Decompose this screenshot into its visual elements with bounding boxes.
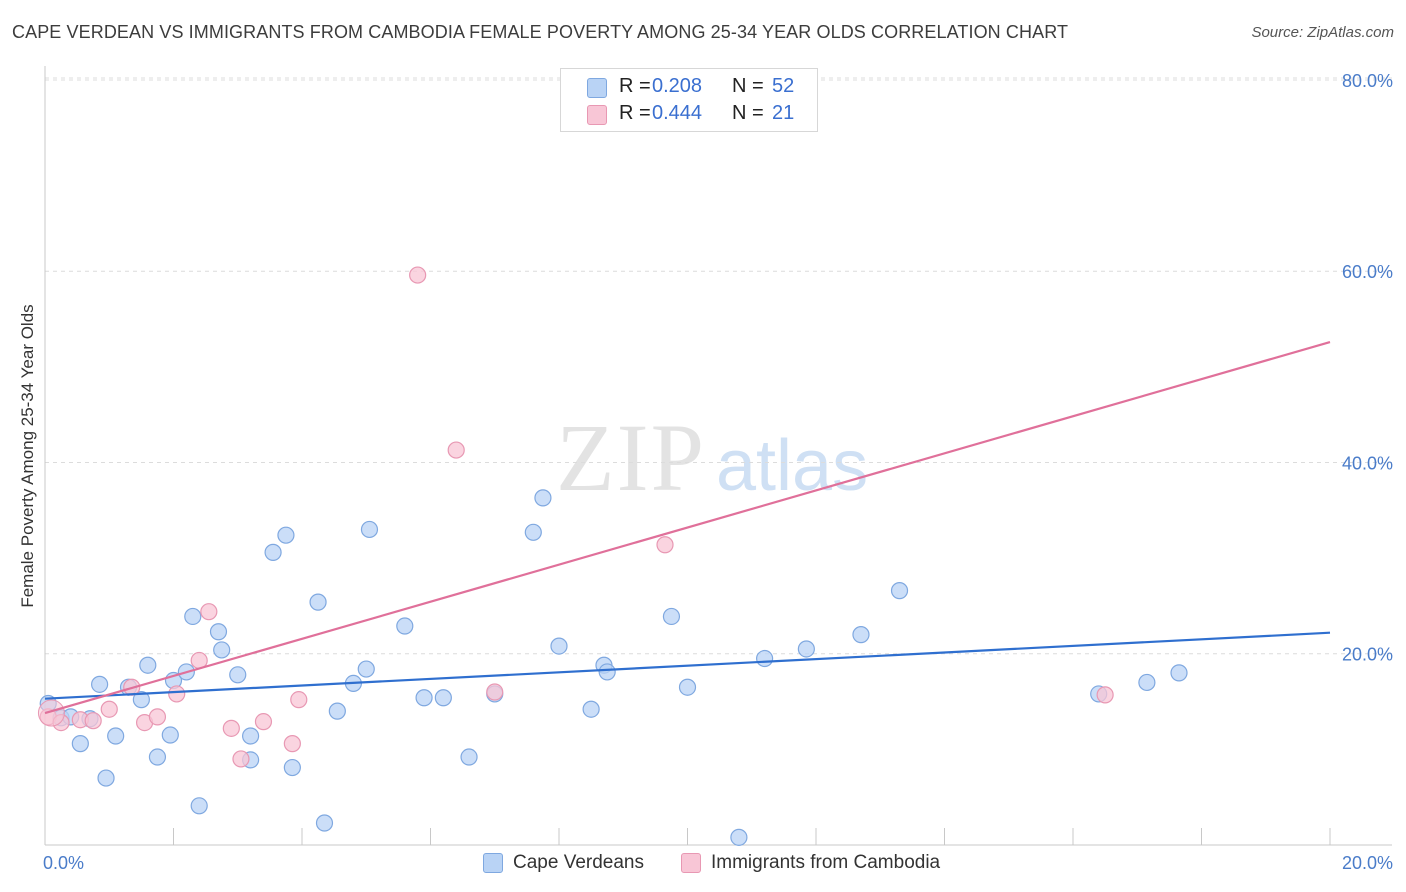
legend-n-label: N = xyxy=(732,75,764,97)
cambodia-point xyxy=(1096,686,1114,704)
cape-verdean-point xyxy=(755,649,774,668)
cape-verdean-point xyxy=(1170,664,1188,682)
cape-verdean-point xyxy=(264,543,282,561)
cape-verdean-point xyxy=(662,607,681,626)
cape-verdean-trendline xyxy=(44,631,1331,700)
legend-r-value: 0.444 xyxy=(652,102,703,124)
cambodia-trendline xyxy=(44,340,1331,715)
cape-verdean-point xyxy=(315,814,334,832)
legend-n-label: N = xyxy=(732,102,764,124)
legend-label: Immigrants from Cambodia xyxy=(711,852,941,873)
legend-r-label: R = xyxy=(619,75,651,97)
cape-verdean-point xyxy=(730,828,748,846)
y-tick-labels: 20.0% 40.0% 60.0% 80.0% xyxy=(1342,71,1393,665)
cape-verdean-point xyxy=(161,726,179,744)
cape-verdean-point xyxy=(534,489,552,507)
cambodia-point xyxy=(486,683,504,701)
cape-verdean-point xyxy=(283,758,301,777)
cambodia-point xyxy=(100,700,118,718)
cape-verdean-point xyxy=(360,520,379,539)
legend-n-value: 21 xyxy=(772,102,795,124)
cape-verdean-point xyxy=(678,678,697,696)
source-credit: Source: ZipAtlas.com xyxy=(1251,24,1394,41)
trendlines xyxy=(44,340,1331,715)
legend-r-label: R = xyxy=(619,102,651,124)
cape-verdean-point xyxy=(184,607,202,626)
cape-verdean-point xyxy=(357,660,375,678)
y-tick-label: 40.0% xyxy=(1342,453,1393,473)
x-tick-labels: 0.0% 20.0% xyxy=(43,853,1393,873)
cambodia-point xyxy=(168,685,186,703)
cambodia-point xyxy=(447,441,465,459)
cape-verdean-point xyxy=(277,526,295,544)
legend-swatch-pink xyxy=(681,853,701,873)
cape-verdean-point xyxy=(213,641,231,659)
cambodia-point xyxy=(254,713,273,731)
watermark-atlas: atlas xyxy=(716,426,868,506)
cape-verdean-point xyxy=(107,727,125,745)
cambodia-point xyxy=(290,691,308,709)
cape-verdean-point xyxy=(209,623,228,641)
data-points xyxy=(37,266,1188,846)
cape-verdean-point xyxy=(190,797,208,815)
legend-label: Cape Verdeans xyxy=(513,852,644,873)
stats-legend: R = 0.208 N = 52 R = 0.444 N = 21 xyxy=(560,68,818,132)
y-tick-label: 80.0% xyxy=(1342,71,1393,91)
gridlines xyxy=(45,77,1392,655)
legend-r-value: 0.208 xyxy=(652,75,703,97)
cape-verdean-point xyxy=(524,523,542,541)
cape-verdean-point xyxy=(415,689,433,707)
cape-verdean-point xyxy=(97,769,115,787)
cape-verdean-point xyxy=(852,626,870,644)
cape-verdean-point xyxy=(598,663,616,681)
chart-title: CAPE VERDEAN VS IMMIGRANTS FROM CAMBODIA… xyxy=(12,22,1069,42)
cape-verdean-point xyxy=(309,593,327,611)
legend-n-value: 52 xyxy=(772,75,795,97)
x-tick-label: 0.0% xyxy=(43,853,84,873)
y-tick-label: 20.0% xyxy=(1342,645,1393,665)
cambodia-point xyxy=(222,719,240,737)
cape-verdean-point xyxy=(132,691,150,709)
cambodia-point xyxy=(656,536,674,554)
cape-verdean-point xyxy=(460,748,478,766)
cambodia-point xyxy=(200,603,218,621)
cape-verdean-point xyxy=(229,666,247,684)
cape-verdean-point xyxy=(890,582,909,600)
cambodia-point xyxy=(148,708,167,726)
cape-verdean-point xyxy=(91,675,109,693)
cambodia-point xyxy=(37,699,65,727)
cambodia-point xyxy=(283,735,301,753)
x-tick-label: 20.0% xyxy=(1342,853,1393,873)
cape-verdean-point xyxy=(434,689,452,707)
watermark: ZIP atlas xyxy=(556,404,868,511)
cambodia-point xyxy=(409,266,427,284)
cape-verdean-point xyxy=(71,735,89,753)
legend-swatch-blue xyxy=(483,853,503,873)
cape-verdean-point xyxy=(1138,673,1156,692)
cape-verdean-point xyxy=(139,656,157,674)
cape-verdean-point xyxy=(797,640,815,658)
cape-verdean-point xyxy=(582,700,600,718)
cambodia-point xyxy=(84,712,102,730)
cape-verdean-point xyxy=(242,727,260,745)
cape-verdean-point xyxy=(396,617,414,635)
cape-verdean-point xyxy=(328,702,346,720)
cambodia-point xyxy=(232,750,250,768)
cape-verdean-point xyxy=(148,748,167,766)
legend-swatch-pink xyxy=(587,105,607,125)
legend-swatch-blue xyxy=(587,78,607,98)
y-tick-label: 60.0% xyxy=(1342,262,1393,282)
watermark-zip: ZIP xyxy=(556,404,706,511)
cape-verdean-point xyxy=(550,637,568,655)
